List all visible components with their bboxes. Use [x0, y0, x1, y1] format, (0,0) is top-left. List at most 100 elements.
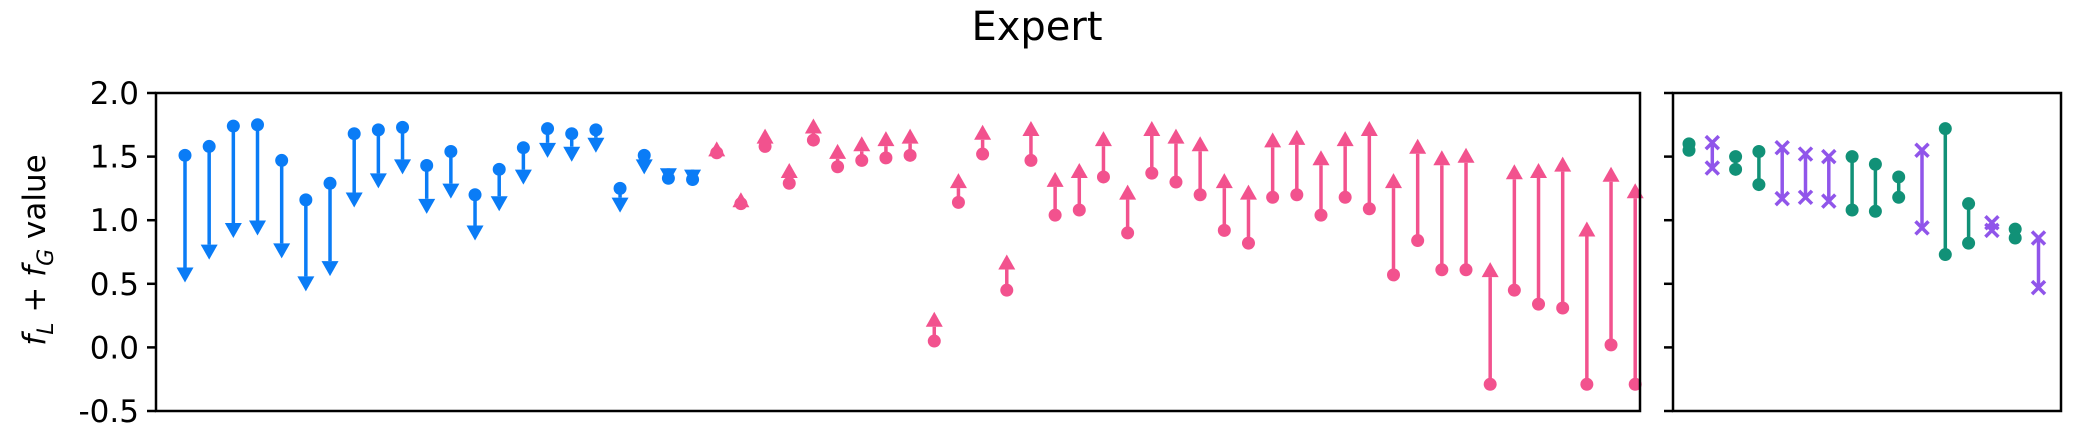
- arrow-head: [877, 131, 895, 147]
- arrow-head: [1167, 128, 1185, 144]
- arrow-head: [1239, 184, 1257, 200]
- decrease-arrow: [539, 122, 557, 158]
- y-label-sub2: G: [34, 249, 59, 266]
- start-point: [541, 122, 555, 136]
- start-point: [1000, 283, 1014, 297]
- start-point: [831, 160, 845, 174]
- cross-marker: [2030, 230, 2047, 246]
- start-point: [1532, 297, 1546, 311]
- increase-arrow: [1119, 184, 1137, 240]
- start-point: [178, 148, 192, 162]
- start-point: [1387, 268, 1400, 282]
- start-point: [1217, 223, 1231, 237]
- start-point: [637, 148, 651, 162]
- cross-marker: [1984, 222, 2000, 239]
- start-point: [396, 120, 410, 134]
- start-point: [444, 145, 458, 159]
- increase-arrow: [1505, 164, 1523, 297]
- start-point: [226, 119, 240, 133]
- decrease-arrow: [369, 123, 387, 189]
- increase-arrow: [1264, 132, 1282, 204]
- increase-arrow: [1554, 156, 1572, 315]
- start-point: [468, 188, 482, 202]
- start-point: [299, 193, 313, 207]
- arrow-head: [273, 243, 291, 259]
- arrow-head: [224, 223, 242, 239]
- start-point: [1556, 301, 1570, 315]
- y-axis-ticks: -0.5 0.0 0.5 1.0 1.5 2.0: [79, 76, 156, 430]
- start-point: [371, 123, 385, 137]
- arrow-head: [1312, 150, 1330, 166]
- arrow-head: [780, 162, 798, 178]
- arrow-head: [249, 220, 267, 236]
- cross-range: [1914, 142, 1930, 236]
- increase-arrow: [780, 162, 798, 190]
- start-point: [1628, 377, 1642, 391]
- decrease-arrow: [684, 169, 702, 186]
- arrow-head: [1554, 156, 1572, 172]
- y-tick-label: 1.0: [90, 203, 139, 239]
- increase-arrow: [1022, 120, 1040, 167]
- decrease-arrow: [297, 193, 315, 292]
- cross-marker: [1821, 193, 1837, 209]
- right-plot-frame: [1671, 91, 2063, 413]
- arrow-head: [539, 142, 557, 158]
- arrow-head: [321, 261, 339, 277]
- y-tick-label: 2.0: [90, 76, 139, 112]
- start-point: [492, 162, 506, 176]
- y-tick-label: 0.5: [90, 267, 139, 303]
- arrow-head: [1457, 147, 1475, 163]
- start-point: [1072, 203, 1086, 217]
- decrease-arrow: [176, 148, 194, 283]
- start-point: [855, 153, 869, 167]
- cross-range: [1704, 134, 1721, 176]
- cross-marker: [1704, 160, 1721, 176]
- arrow-head: [1602, 166, 1620, 182]
- arrow-head: [974, 124, 992, 140]
- arrow-head: [514, 169, 532, 185]
- decrease-arrow: [249, 118, 267, 236]
- circle-range: [1892, 170, 1906, 204]
- start-point: [275, 153, 289, 167]
- cross-range: [1821, 148, 1837, 209]
- arrow-head: [635, 159, 653, 175]
- arrow-head: [1215, 173, 1233, 189]
- increase-arrow: [925, 311, 943, 348]
- arrow-head: [684, 169, 702, 185]
- increase-arrow: [1143, 120, 1161, 180]
- start-point: [951, 195, 965, 209]
- decrease-arrow: [587, 123, 605, 153]
- arrow-head: [804, 118, 822, 134]
- increase-arrow: [1457, 147, 1475, 277]
- arrow-head: [1288, 129, 1306, 145]
- arrow-head: [708, 141, 726, 157]
- start-point: [565, 127, 579, 141]
- increase-arrow: [1191, 136, 1209, 202]
- arrow-head: [1094, 131, 1112, 147]
- decrease-arrow: [418, 159, 436, 214]
- decrease-arrow: [611, 181, 629, 213]
- decrease-arrow: [635, 148, 653, 175]
- arrow-head: [1433, 150, 1451, 166]
- start-point: [1411, 234, 1425, 248]
- decrease-arrow: [321, 176, 339, 277]
- arrow-head: [1191, 136, 1209, 152]
- start-point: [1193, 188, 1207, 202]
- start-point: [1024, 153, 1038, 167]
- arrow-head: [732, 192, 750, 208]
- arrow-head: [1409, 138, 1427, 154]
- increase-arrow: [1530, 162, 1548, 311]
- increase-arrow: [708, 141, 726, 160]
- cross-range: [2030, 230, 2047, 296]
- chart-title: Expert: [971, 4, 1102, 50]
- start-point: [1362, 202, 1376, 216]
- start-point: [1169, 175, 1183, 189]
- increase-arrow: [1167, 128, 1185, 189]
- arrow-head: [659, 168, 677, 184]
- start-point: [420, 159, 434, 173]
- circle-range: [1962, 197, 1976, 250]
- start-point: [613, 181, 627, 195]
- decrease-arrow: [394, 120, 412, 175]
- y-tick-label: 0.0: [90, 330, 139, 366]
